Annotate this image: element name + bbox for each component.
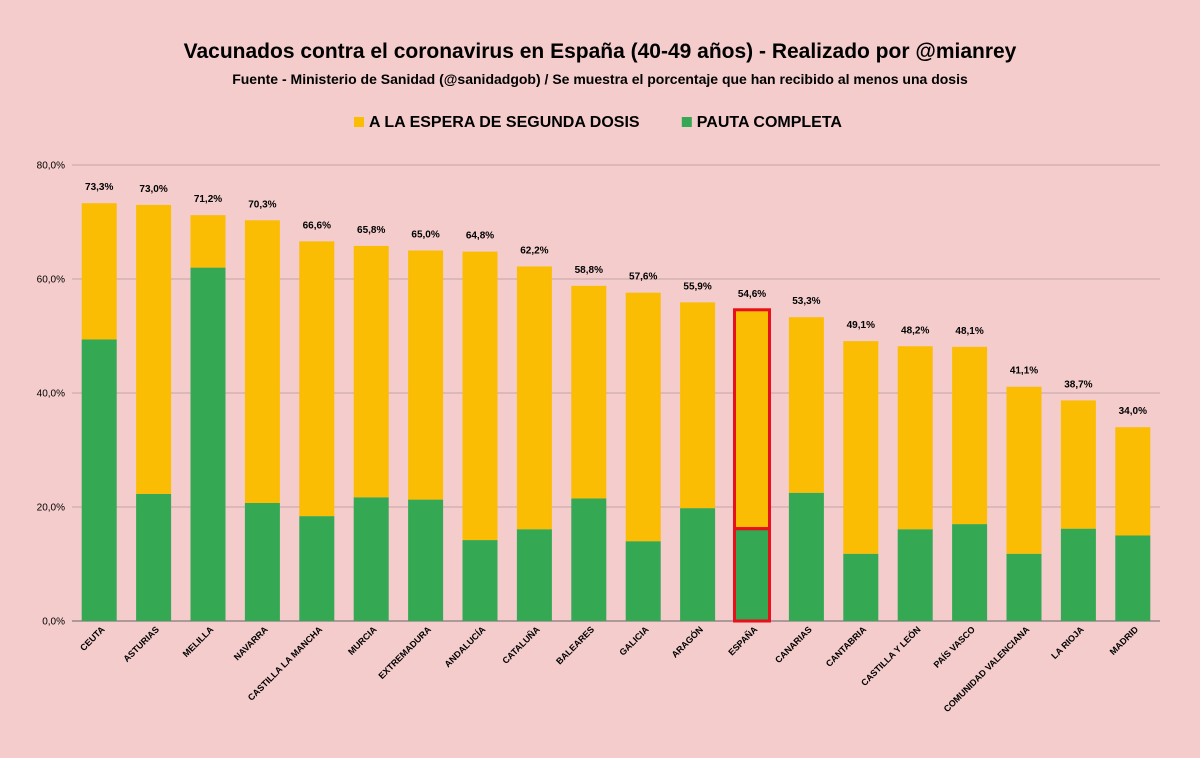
data-label: 64,8% xyxy=(466,231,494,242)
x-tick-label: ASTURIAS xyxy=(121,624,161,664)
bar-espera-segunda-dosis xyxy=(952,346,988,525)
x-tick-label: CANTABRIA xyxy=(824,624,869,669)
x-tick-label: PAÍS VASCO xyxy=(932,624,977,669)
bar-espera-segunda-dosis xyxy=(462,251,498,541)
bar-espera-segunda-dosis xyxy=(843,341,879,554)
data-label: 53,3% xyxy=(792,296,820,307)
bar-pauta-completa xyxy=(897,529,933,621)
x-tick-label: CANARIAS xyxy=(773,624,814,665)
bar-pauta-completa xyxy=(680,508,716,621)
bar-pauta-completa xyxy=(190,267,226,621)
bar-espera-segunda-dosis xyxy=(299,241,335,517)
y-tick-label: 80,0% xyxy=(37,161,65,172)
bar-espera-segunda-dosis xyxy=(1006,386,1042,554)
data-label: 54,6% xyxy=(738,289,766,300)
x-tick-label: ANDALUCÍA xyxy=(443,624,488,669)
chart-subtitle: Fuente - Ministerio de Sanidad (@sanidad… xyxy=(232,71,968,87)
x-tick-label: ESPAÑA xyxy=(726,624,759,657)
bar-espera-segunda-dosis xyxy=(1060,400,1096,529)
data-label: 73,3% xyxy=(85,182,113,193)
bar-espera-segunda-dosis xyxy=(516,266,552,530)
x-tick-label: COMUNIDAD VALENCIANA xyxy=(942,624,1032,714)
data-label: 65,8% xyxy=(357,225,385,236)
legend-label: A LA ESPERA DE SEGUNDA DOSIS xyxy=(369,114,640,131)
data-label: 48,1% xyxy=(955,326,983,337)
bar-pauta-completa xyxy=(299,516,335,621)
data-label: 71,2% xyxy=(194,194,222,205)
bar-pauta-completa xyxy=(734,528,770,621)
x-tick-label: ARAGÓN xyxy=(669,624,705,660)
bar-pauta-completa xyxy=(571,498,607,621)
bar-pauta-completa xyxy=(462,540,498,621)
data-label: 73,0% xyxy=(139,184,167,195)
bar-espera-segunda-dosis xyxy=(136,204,172,494)
y-tick-label: 0,0% xyxy=(42,617,65,628)
data-label: 34,0% xyxy=(1119,406,1147,417)
bar-pauta-completa xyxy=(952,524,988,621)
bar-pauta-completa xyxy=(244,503,280,621)
bar-espera-segunda-dosis xyxy=(81,203,117,340)
bar-espera-segunda-dosis xyxy=(897,346,933,530)
data-label: 48,2% xyxy=(901,325,929,336)
bar-pauta-completa xyxy=(408,499,444,621)
chart-title: Vacunados contra el coronavirus en Españ… xyxy=(184,40,1017,63)
bar-pauta-completa xyxy=(843,553,879,621)
data-label: 70,3% xyxy=(248,199,276,210)
bar-espera-segunda-dosis xyxy=(680,302,716,509)
x-tick-label: NAVARRA xyxy=(232,624,270,662)
bar-pauta-completa xyxy=(1006,553,1042,621)
x-tick-label: CEUTA xyxy=(78,624,107,653)
bar-pauta-completa xyxy=(516,529,552,621)
bar-pauta-completa xyxy=(81,339,117,621)
bar-espera-segunda-dosis xyxy=(190,215,226,268)
bar-pauta-completa xyxy=(625,541,661,621)
bar-espera-segunda-dosis xyxy=(788,317,824,493)
data-label: 58,8% xyxy=(575,265,603,276)
bar-espera-segunda-dosis xyxy=(408,250,444,500)
bar-pauta-completa xyxy=(353,497,389,621)
y-tick-label: 60,0% xyxy=(37,275,65,286)
bar-pauta-completa xyxy=(1115,535,1151,621)
x-tick-label: GALICIA xyxy=(617,624,651,658)
bar-pauta-completa xyxy=(1060,528,1096,621)
y-tick-label: 40,0% xyxy=(37,389,65,400)
bar-pauta-completa xyxy=(788,492,824,621)
data-label: 66,6% xyxy=(303,220,331,231)
x-tick-label: LA RIOJA xyxy=(1049,624,1086,661)
x-tick-label: CASTILLA Y LEÓN xyxy=(858,624,922,688)
x-tick-label: EXTREMADURA xyxy=(376,624,433,681)
data-label: 38,7% xyxy=(1064,379,1092,390)
legend-label: PAUTA COMPLETA xyxy=(697,114,843,131)
bar-espera-segunda-dosis xyxy=(734,309,770,529)
x-tick-label: BALEARES xyxy=(554,624,596,666)
data-label: 62,2% xyxy=(520,245,548,256)
data-label: 49,1% xyxy=(847,320,875,331)
x-tick-label: MELILLA xyxy=(181,624,216,659)
x-tick-label: MADRID xyxy=(1108,624,1141,657)
x-tick-label: MURCIA xyxy=(346,624,379,657)
legend-swatch xyxy=(354,117,364,127)
bar-espera-segunda-dosis xyxy=(571,285,607,499)
highlight-outline-pauta xyxy=(733,527,771,623)
y-tick-label: 20,0% xyxy=(37,503,65,514)
bar-pauta-completa xyxy=(136,493,172,621)
bar-espera-segunda-dosis xyxy=(1115,427,1151,536)
bar-espera-segunda-dosis xyxy=(244,220,280,504)
data-label: 41,1% xyxy=(1010,366,1038,377)
data-label: 57,6% xyxy=(629,272,657,283)
data-label: 55,9% xyxy=(683,281,711,292)
bar-espera-segunda-dosis xyxy=(625,292,661,542)
x-tick-label: CATALUÑA xyxy=(500,624,542,666)
bar-espera-segunda-dosis xyxy=(353,245,389,498)
data-label: 65,0% xyxy=(411,230,439,241)
legend-swatch xyxy=(681,117,692,127)
